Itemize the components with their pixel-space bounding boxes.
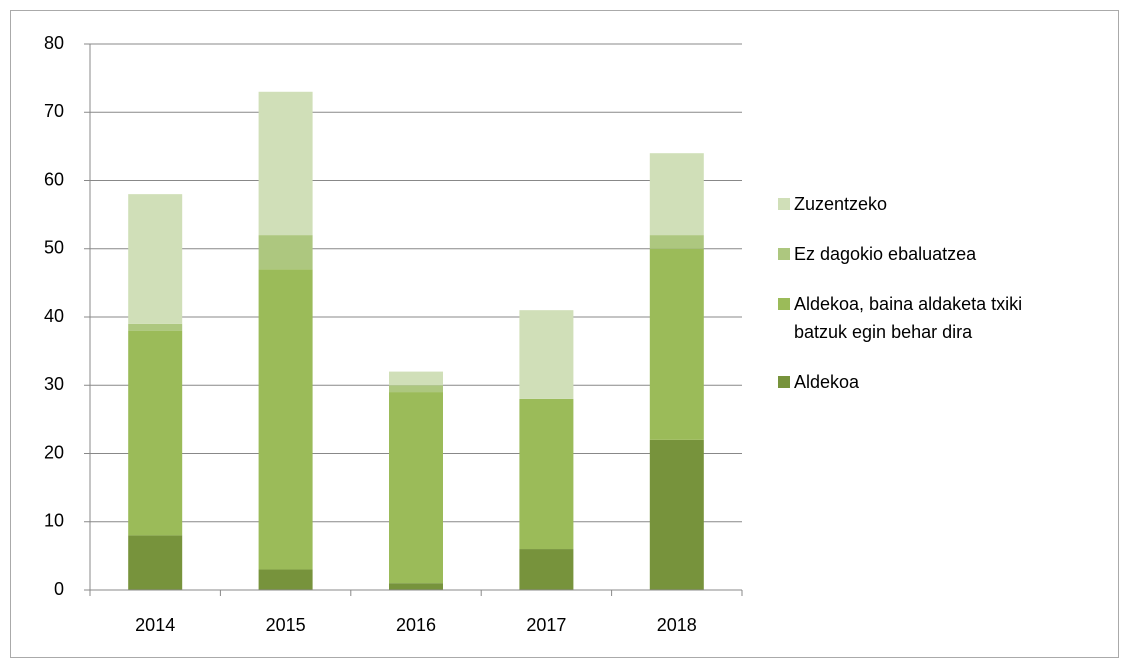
bar-segment bbox=[519, 310, 574, 399]
y-tick-label: 30 bbox=[44, 374, 64, 394]
legend-item: Aldekoa bbox=[778, 368, 1118, 396]
bar-segment bbox=[519, 398, 574, 550]
chart-border bbox=[10, 10, 1119, 658]
legend-swatch bbox=[778, 248, 790, 260]
bar-segment bbox=[389, 371, 443, 386]
y-tick-label: 40 bbox=[44, 306, 64, 326]
bar-segment bbox=[649, 248, 704, 440]
y-tick-label: 0 bbox=[54, 579, 64, 599]
legend-label: Zuzentzeko bbox=[794, 194, 888, 214]
bar-segment bbox=[649, 439, 704, 590]
legend-swatch bbox=[778, 298, 790, 310]
legend-item: Ez dagokio ebaluatzea bbox=[778, 240, 1118, 268]
bar-segment bbox=[128, 194, 183, 324]
legend-label: Ez dagokio ebaluatzea bbox=[794, 244, 977, 264]
bar-segment bbox=[519, 549, 574, 590]
bar-segment bbox=[258, 235, 313, 270]
bar-segment bbox=[649, 235, 704, 249]
legend: Zuzentzeko Ez dagokio ebaluatzea Aldekoa, … bbox=[778, 190, 1118, 418]
bar-segment bbox=[128, 535, 183, 590]
legend-label: Aldekoa, baina aldaketa txiki batzuk egi… bbox=[794, 294, 1023, 342]
bar-segment bbox=[389, 385, 443, 393]
x-tick-label: 2015 bbox=[266, 615, 306, 635]
y-tick-label: 80 bbox=[44, 33, 64, 53]
bar-segment bbox=[649, 153, 704, 236]
legend-swatch bbox=[778, 198, 790, 210]
bar-segment bbox=[258, 269, 313, 570]
y-tick-label: 50 bbox=[44, 238, 64, 258]
bar-segment bbox=[128, 323, 183, 331]
bar-segment bbox=[389, 392, 443, 584]
y-tick-label: 60 bbox=[44, 169, 64, 189]
x-tick-label: 2017 bbox=[526, 615, 566, 635]
bar-segment bbox=[258, 569, 313, 590]
legend-item: Zuzentzeko bbox=[778, 190, 1118, 218]
legend-item: Aldekoa, baina aldaketa txiki batzuk egi… bbox=[778, 290, 1118, 346]
x-tick-label: 2014 bbox=[135, 615, 175, 635]
y-tick-label: 20 bbox=[44, 442, 64, 462]
legend-swatch bbox=[778, 376, 790, 388]
y-tick-label: 70 bbox=[44, 101, 64, 121]
bar-segment bbox=[258, 91, 313, 236]
x-tick-label: 2016 bbox=[396, 615, 436, 635]
x-tick-label: 2018 bbox=[657, 615, 697, 635]
legend-label: Aldekoa bbox=[794, 372, 860, 392]
bar-segment bbox=[128, 330, 183, 536]
y-tick-label: 10 bbox=[44, 511, 64, 531]
bar-segment bbox=[389, 583, 443, 590]
